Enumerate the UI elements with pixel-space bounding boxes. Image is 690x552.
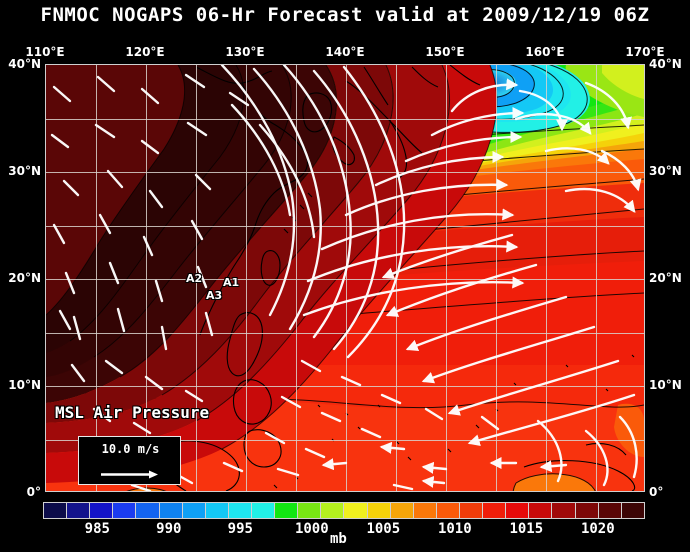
- vector-scale-key: 10.0 m/s: [78, 436, 181, 485]
- colorbar-segment-15: [390, 503, 414, 518]
- colorbar-tick-1015: 1015: [509, 521, 544, 537]
- parallel-30: [46, 172, 644, 173]
- colorbar-segment-8: [228, 503, 252, 518]
- colorbar-segment-13: [344, 503, 368, 518]
- meridian-120: [146, 65, 147, 491]
- lat-tick-left-30°N: 30°N: [8, 164, 41, 178]
- lon-tick-110°E: 110°E: [25, 45, 65, 59]
- field-label: MSL Air Pressure: [55, 403, 210, 422]
- parallel-minor-25: [46, 225, 644, 227]
- parallel-20: [46, 279, 644, 280]
- colorbar-tick-1010: 1010: [437, 521, 472, 537]
- parallel-minor-35: [46, 118, 644, 120]
- colorbar-tick-985: 985: [84, 521, 110, 537]
- colorbar-segment-1: [67, 503, 91, 518]
- colorbar-segment-19: [483, 503, 507, 518]
- colorbar-segment-24: [598, 503, 622, 518]
- low-center-label-A3: A3: [206, 288, 223, 302]
- page-title: FNMOC NOGAPS 06-Hr Forecast valid at 200…: [40, 4, 650, 26]
- lat-tick-right-40°N: 40°N: [649, 57, 682, 71]
- meridian-minor-155: [496, 65, 497, 491]
- lat-tick-left-20°N: 20°N: [8, 271, 41, 285]
- colorbar-segment-2: [90, 503, 114, 518]
- lon-tick-150°E: 150°E: [425, 45, 465, 59]
- colorbar-segment-4: [136, 503, 160, 518]
- meridian-160: [546, 65, 547, 491]
- lat-tick-right-10°N: 10°N: [649, 378, 682, 392]
- lat-tick-right-20°N: 20°N: [649, 271, 682, 285]
- lon-tick-170°E: 170°E: [625, 45, 665, 59]
- colorbar-segment-22: [552, 503, 576, 518]
- lon-tick-120°E: 120°E: [125, 45, 165, 59]
- colorbar-unit-label: mb: [330, 531, 347, 547]
- meridian-minor-135: [296, 65, 297, 491]
- lat-tick-right-0°: 0°: [649, 485, 664, 499]
- lat-tick-left-10°N: 10°N: [8, 378, 41, 392]
- map-canvas: A1 A2 A3: [46, 65, 644, 491]
- parallel-10: [46, 386, 644, 387]
- low-center-label-A2: A2: [186, 271, 203, 285]
- pressure-field: [46, 65, 644, 491]
- colorbar-segment-6: [182, 503, 206, 518]
- colorbar-segment-21: [529, 503, 553, 518]
- meridian-130: [246, 65, 247, 491]
- colorbar-segment-23: [575, 503, 599, 518]
- meridian-minor-145: [396, 65, 397, 491]
- colorbar-tick-1000: 1000: [294, 521, 329, 537]
- low-center-label-A1: A1: [223, 275, 240, 289]
- meridian-140: [346, 65, 347, 491]
- colorbar-segment-12: [321, 503, 345, 518]
- colorbar-tick-990: 990: [156, 521, 182, 537]
- colorbar-tick-995: 995: [227, 521, 253, 537]
- meridian-minor-115: [96, 65, 97, 491]
- colorbar-segment-14: [367, 503, 391, 518]
- colorbar-segment-7: [205, 503, 229, 518]
- colorbar-segment-18: [459, 503, 484, 518]
- colorbar-segment-0: [44, 503, 68, 518]
- colorbar-segment-17: [436, 503, 460, 518]
- colorbar-segment-11: [298, 503, 322, 518]
- meridian-minor-125: [196, 65, 197, 491]
- lat-tick-left-0°: 0°: [26, 485, 41, 499]
- colorbar-segment-20: [506, 503, 530, 518]
- pressure-colorbar[interactable]: [43, 502, 645, 519]
- colorbar-tick-1020: 1020: [580, 521, 615, 537]
- meridian-150: [446, 65, 447, 491]
- colorbar-segment-25: [621, 503, 644, 518]
- colorbar-segment-5: [159, 503, 183, 518]
- lat-tick-right-30°N: 30°N: [649, 164, 682, 178]
- lat-tick-left-40°N: 40°N: [8, 57, 41, 71]
- lon-tick-140°E: 140°E: [325, 45, 365, 59]
- meridian-minor-165: [596, 65, 597, 491]
- parallel-minor-15: [46, 332, 644, 334]
- parallel-minor-5: [46, 439, 644, 441]
- vector-scale-value: 10.0 m/s: [101, 442, 160, 456]
- lon-tick-160°E: 160°E: [525, 45, 565, 59]
- colorbar-segment-10: [275, 503, 299, 518]
- lon-tick-130°E: 130°E: [225, 45, 265, 59]
- colorbar-segment-9: [251, 503, 276, 518]
- map-plot-area[interactable]: A1 A2 A3: [45, 64, 645, 492]
- colorbar-tick-1005: 1005: [366, 521, 401, 537]
- colorbar-segment-16: [413, 503, 437, 518]
- right-arrow-icon: [101, 470, 158, 479]
- colorbar-segment-3: [113, 503, 137, 518]
